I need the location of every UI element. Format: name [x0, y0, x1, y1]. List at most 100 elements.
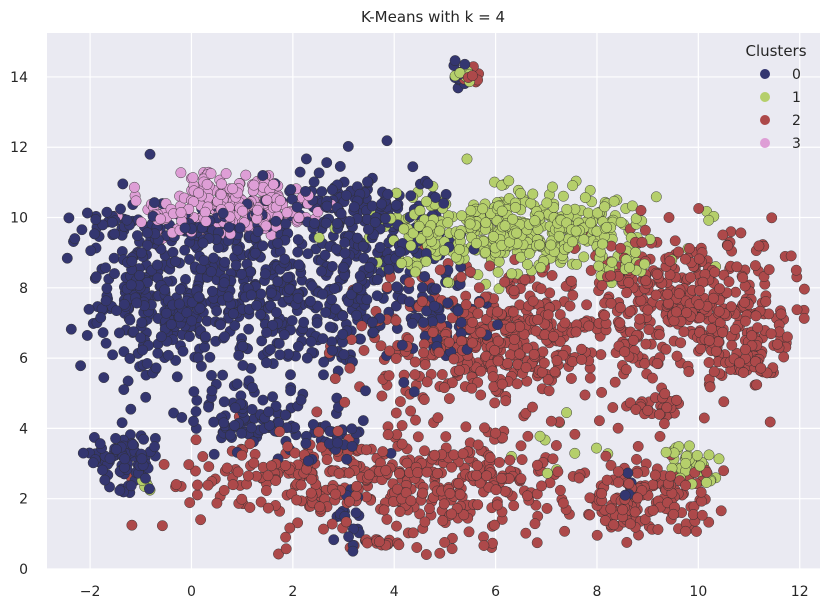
point-cluster-0	[285, 385, 297, 397]
point-cluster-2	[381, 513, 393, 525]
point-cluster-2	[500, 395, 512, 407]
point-cluster-1	[615, 216, 627, 228]
point-cluster-0	[219, 331, 231, 343]
point-cluster-1	[515, 187, 526, 199]
point-cluster-2	[584, 372, 596, 384]
point-cluster-1	[420, 196, 432, 208]
point-cluster-0	[160, 307, 172, 319]
point-cluster-0	[206, 369, 217, 381]
point-cluster-0	[351, 309, 362, 321]
point-cluster-2	[703, 335, 715, 347]
x-tick-label: 8	[593, 584, 602, 600]
point-cluster-2	[375, 340, 387, 352]
point-cluster-0	[138, 433, 150, 445]
point-cluster-2	[400, 487, 412, 499]
point-cluster-2	[479, 422, 490, 434]
point-cluster-2	[624, 518, 636, 530]
point-cluster-0	[170, 255, 181, 267]
point-cluster-0	[113, 327, 125, 339]
point-cluster-0	[118, 346, 130, 358]
point-cluster-0	[227, 308, 239, 320]
point-cluster-0	[110, 444, 122, 455]
point-cluster-2	[546, 270, 558, 281]
point-cluster-0	[438, 197, 450, 209]
point-cluster-1	[680, 457, 692, 469]
point-cluster-0	[337, 261, 349, 273]
point-cluster-2	[764, 416, 776, 428]
point-cluster-2	[427, 326, 439, 338]
point-cluster-0	[69, 233, 81, 245]
point-cluster-1	[639, 258, 650, 270]
point-cluster-0	[81, 329, 93, 341]
point-cluster-2	[640, 338, 652, 350]
point-cluster-3	[187, 172, 199, 184]
point-cluster-0	[264, 344, 276, 355]
point-cluster-0	[65, 323, 77, 335]
point-cluster-2	[471, 460, 483, 472]
point-cluster-0	[203, 401, 214, 413]
point-cluster-2	[409, 356, 421, 368]
point-cluster-0	[141, 227, 153, 239]
point-cluster-2	[532, 314, 544, 326]
point-cluster-3	[240, 169, 252, 181]
point-cluster-0	[193, 291, 205, 303]
point-cluster-0	[143, 483, 155, 495]
point-cluster-2	[411, 542, 423, 553]
point-cluster-2	[383, 370, 395, 382]
point-cluster-1	[454, 67, 466, 79]
point-cluster-2	[378, 504, 390, 516]
point-cluster-0	[100, 262, 112, 274]
point-cluster-0	[99, 474, 111, 486]
point-cluster-2	[680, 479, 692, 491]
point-cluster-2	[227, 479, 239, 491]
point-cluster-0	[236, 427, 248, 439]
point-cluster-0	[347, 545, 359, 557]
point-cluster-3	[193, 187, 205, 199]
point-cluster-2	[439, 536, 451, 548]
point-cluster-0	[292, 341, 304, 352]
point-cluster-2	[649, 469, 661, 481]
point-cluster-1	[597, 238, 609, 250]
point-cluster-0	[125, 480, 137, 492]
point-cluster-2	[652, 524, 664, 535]
point-cluster-2	[634, 313, 646, 325]
point-cluster-0	[116, 417, 128, 429]
point-cluster-0	[344, 215, 356, 227]
point-cluster-2	[658, 418, 670, 430]
point-cluster-2	[419, 445, 430, 457]
point-cluster-0	[320, 217, 332, 229]
point-cluster-2	[791, 304, 803, 316]
point-cluster-0	[108, 252, 120, 264]
point-cluster-2	[377, 446, 389, 458]
point-cluster-2	[631, 467, 643, 479]
point-cluster-0	[77, 447, 89, 459]
point-cluster-0	[354, 270, 366, 282]
point-cluster-0	[300, 153, 312, 165]
point-cluster-2	[391, 520, 402, 532]
point-cluster-2	[508, 500, 520, 512]
point-cluster-0	[619, 489, 631, 501]
point-cluster-0	[148, 197, 160, 209]
point-cluster-2	[550, 440, 562, 451]
point-cluster-0	[90, 271, 102, 283]
point-cluster-2	[708, 366, 720, 378]
point-cluster-1	[579, 192, 591, 204]
point-cluster-1	[523, 248, 535, 260]
point-cluster-0	[449, 55, 461, 67]
point-cluster-2	[434, 264, 446, 276]
point-cluster-2	[725, 301, 737, 313]
point-cluster-3	[128, 181, 140, 193]
point-cluster-1	[582, 207, 594, 219]
point-cluster-2	[583, 320, 595, 332]
point-cluster-2	[729, 323, 741, 335]
point-cluster-2	[424, 503, 435, 514]
point-cluster-1	[592, 207, 604, 219]
point-cluster-2	[475, 327, 487, 339]
point-cluster-1	[434, 225, 445, 237]
point-cluster-2	[636, 236, 648, 248]
point-cluster-0	[251, 299, 263, 311]
point-cluster-0	[367, 316, 378, 328]
point-cluster-0	[279, 409, 291, 421]
point-cluster-1	[650, 191, 662, 203]
point-cluster-0	[360, 385, 371, 397]
